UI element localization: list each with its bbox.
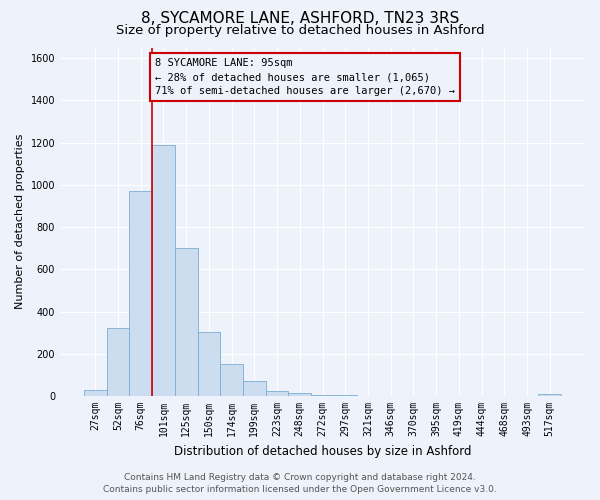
Bar xyxy=(538,394,561,396)
Bar xyxy=(289,393,311,396)
Bar xyxy=(311,395,334,396)
Text: Size of property relative to detached houses in Ashford: Size of property relative to detached ho… xyxy=(116,24,484,37)
Bar xyxy=(197,332,220,396)
Text: Contains HM Land Registry data © Crown copyright and database right 2024.
Contai: Contains HM Land Registry data © Crown c… xyxy=(103,472,497,494)
Y-axis label: Number of detached properties: Number of detached properties xyxy=(15,134,25,310)
Bar xyxy=(84,390,107,396)
Bar xyxy=(175,248,197,396)
Bar xyxy=(107,328,130,396)
Bar xyxy=(152,144,175,396)
X-axis label: Distribution of detached houses by size in Ashford: Distribution of detached houses by size … xyxy=(174,444,471,458)
Text: 8 SYCAMORE LANE: 95sqm
← 28% of detached houses are smaller (1,065)
71% of semi-: 8 SYCAMORE LANE: 95sqm ← 28% of detached… xyxy=(155,58,455,96)
Bar xyxy=(334,395,356,396)
Bar xyxy=(220,364,243,396)
Text: 8, SYCAMORE LANE, ASHFORD, TN23 3RS: 8, SYCAMORE LANE, ASHFORD, TN23 3RS xyxy=(141,11,459,26)
Bar xyxy=(130,191,152,396)
Bar xyxy=(266,391,289,396)
Bar xyxy=(243,382,266,396)
